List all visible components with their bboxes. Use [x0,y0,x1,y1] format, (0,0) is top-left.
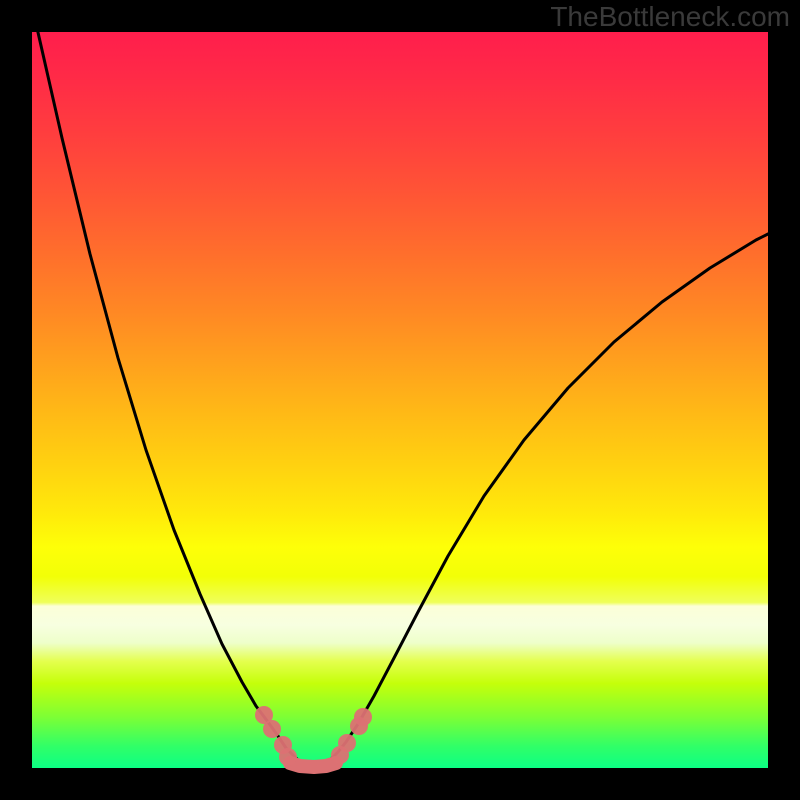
curve-floor-segment [290,763,336,767]
data-marker [263,720,281,738]
data-marker [354,708,372,726]
chart-stage: TheBottleneck.com [0,0,800,800]
data-marker [279,748,297,766]
chart-svg [0,0,800,800]
data-marker [338,734,356,752]
plot-area [32,32,768,768]
watermark-text: TheBottleneck.com [550,1,790,33]
